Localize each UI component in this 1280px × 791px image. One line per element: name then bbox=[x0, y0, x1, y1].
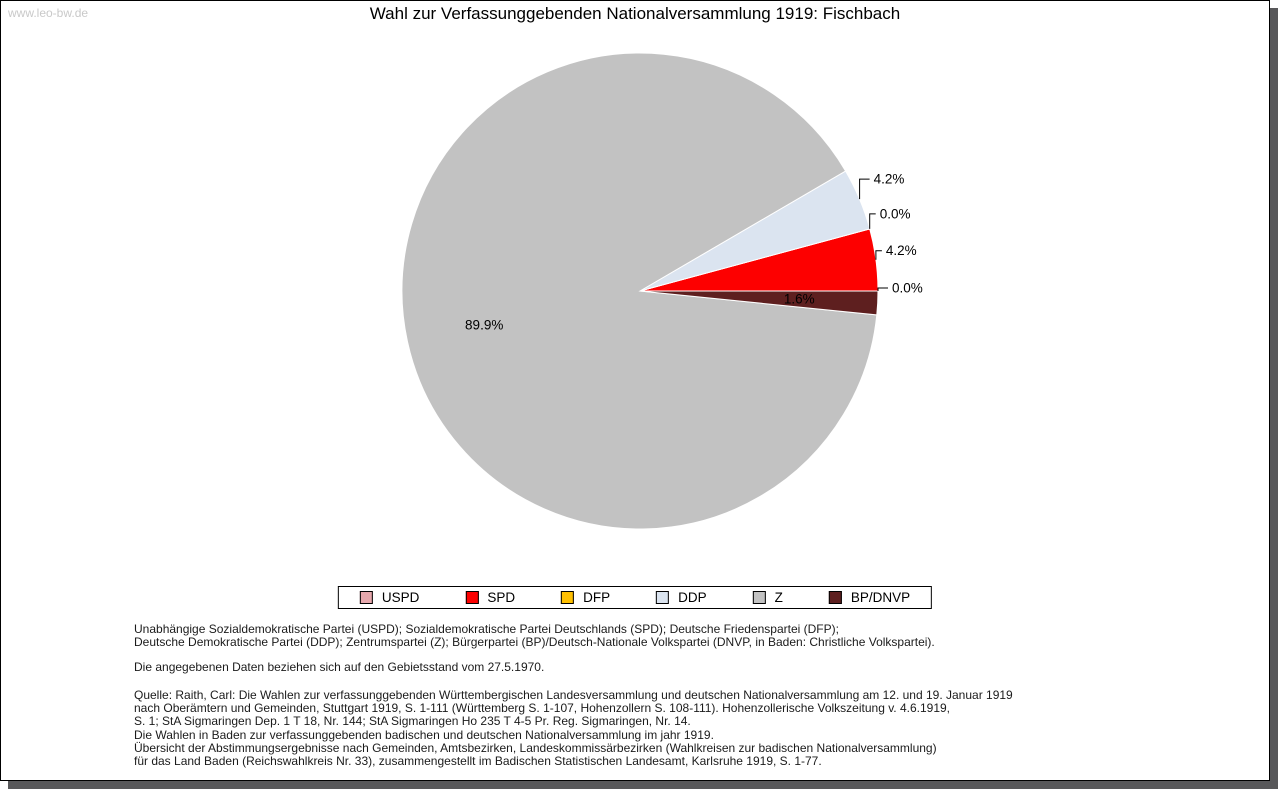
legend-label: USPD bbox=[381, 590, 420, 605]
source-citation: Quelle: Raith, Carl: Die Wahlen zur verf… bbox=[134, 688, 1249, 769]
legend-item-dfp: DFP bbox=[561, 590, 610, 605]
legend-label: DFP bbox=[583, 590, 611, 605]
legend-swatch bbox=[656, 591, 670, 604]
label-leader-line bbox=[877, 287, 888, 291]
legend-item-uspd: USPD bbox=[359, 590, 420, 605]
source-line: Übersicht der Abstimmungsergebnisse nach… bbox=[134, 740, 937, 755]
slice-label: 4.2% bbox=[874, 172, 905, 187]
source-line: S. 1; StA Sigmaringen Dep. 1 T 18, Nr. 1… bbox=[134, 714, 691, 729]
label-leader-line bbox=[869, 213, 876, 229]
chart-canvas: www.leo-bw.de Wahl zur Verfassunggebende… bbox=[0, 0, 1270, 781]
legend: USPD SPD DFP DDP Z BP/DNVP bbox=[337, 586, 933, 609]
pie-chart: 0.0% 4.2% 0.0% 4.2% 89.9% 1.6% bbox=[401, 52, 923, 530]
legend-item-bp-dnvp: BP/DNVP bbox=[828, 590, 911, 605]
party-abbreviations-line: Unabhängige Sozialdemokratische Partei (… bbox=[134, 622, 839, 636]
legend-item-z: Z bbox=[752, 590, 783, 605]
legend-label: Z bbox=[774, 590, 783, 605]
source-line: Die Wahlen in Baden zur verfassunggebend… bbox=[134, 727, 714, 742]
source-line: nach Oberämtern und Gemeinden, Stuttgart… bbox=[134, 701, 951, 716]
slice-label: 0.0% bbox=[892, 281, 923, 296]
slice-label: 0.0% bbox=[880, 206, 911, 221]
slice-label: 89.9% bbox=[465, 317, 503, 332]
legend-label: DDP bbox=[678, 590, 707, 605]
legend-item-ddp: DDP bbox=[656, 590, 707, 605]
legend-label: BP/DNVP bbox=[850, 590, 911, 605]
party-abbreviations: Unabhängige Sozialdemokratische Partei (… bbox=[134, 622, 1249, 650]
pie-slice-z bbox=[401, 52, 878, 530]
legend-swatch bbox=[561, 591, 575, 604]
legend-swatch bbox=[752, 591, 766, 604]
legend-label: SPD bbox=[487, 590, 516, 605]
legend-swatch bbox=[465, 591, 479, 604]
label-leader-line bbox=[859, 178, 870, 200]
legend-item-spd: SPD bbox=[465, 590, 515, 605]
watermark: www.leo-bw.de bbox=[8, 6, 89, 20]
legend-swatch bbox=[359, 591, 373, 604]
legend-swatch bbox=[828, 591, 842, 604]
chart-title: Wahl zur Verfassunggebenden Nationalvers… bbox=[369, 4, 901, 23]
pie-slice-bp-dnvp bbox=[639, 290, 879, 316]
data-status-line: Die angegebenen Daten beziehen sich auf … bbox=[134, 660, 545, 674]
source-line: Quelle: Raith, Carl: Die Wahlen zur verf… bbox=[134, 688, 1013, 702]
source-line: für das Land Baden (Reichswahlkreis Nr. … bbox=[134, 754, 822, 769]
data-status-note: Die angegebenen Daten beziehen sich auf … bbox=[134, 660, 1249, 674]
label-leader-line bbox=[875, 250, 882, 260]
slice-label: 1.6% bbox=[784, 292, 815, 307]
slice-label: 4.2% bbox=[886, 243, 917, 258]
party-abbreviations-line: Deutsche Demokratische Partei (DDP); Zen… bbox=[134, 635, 935, 650]
